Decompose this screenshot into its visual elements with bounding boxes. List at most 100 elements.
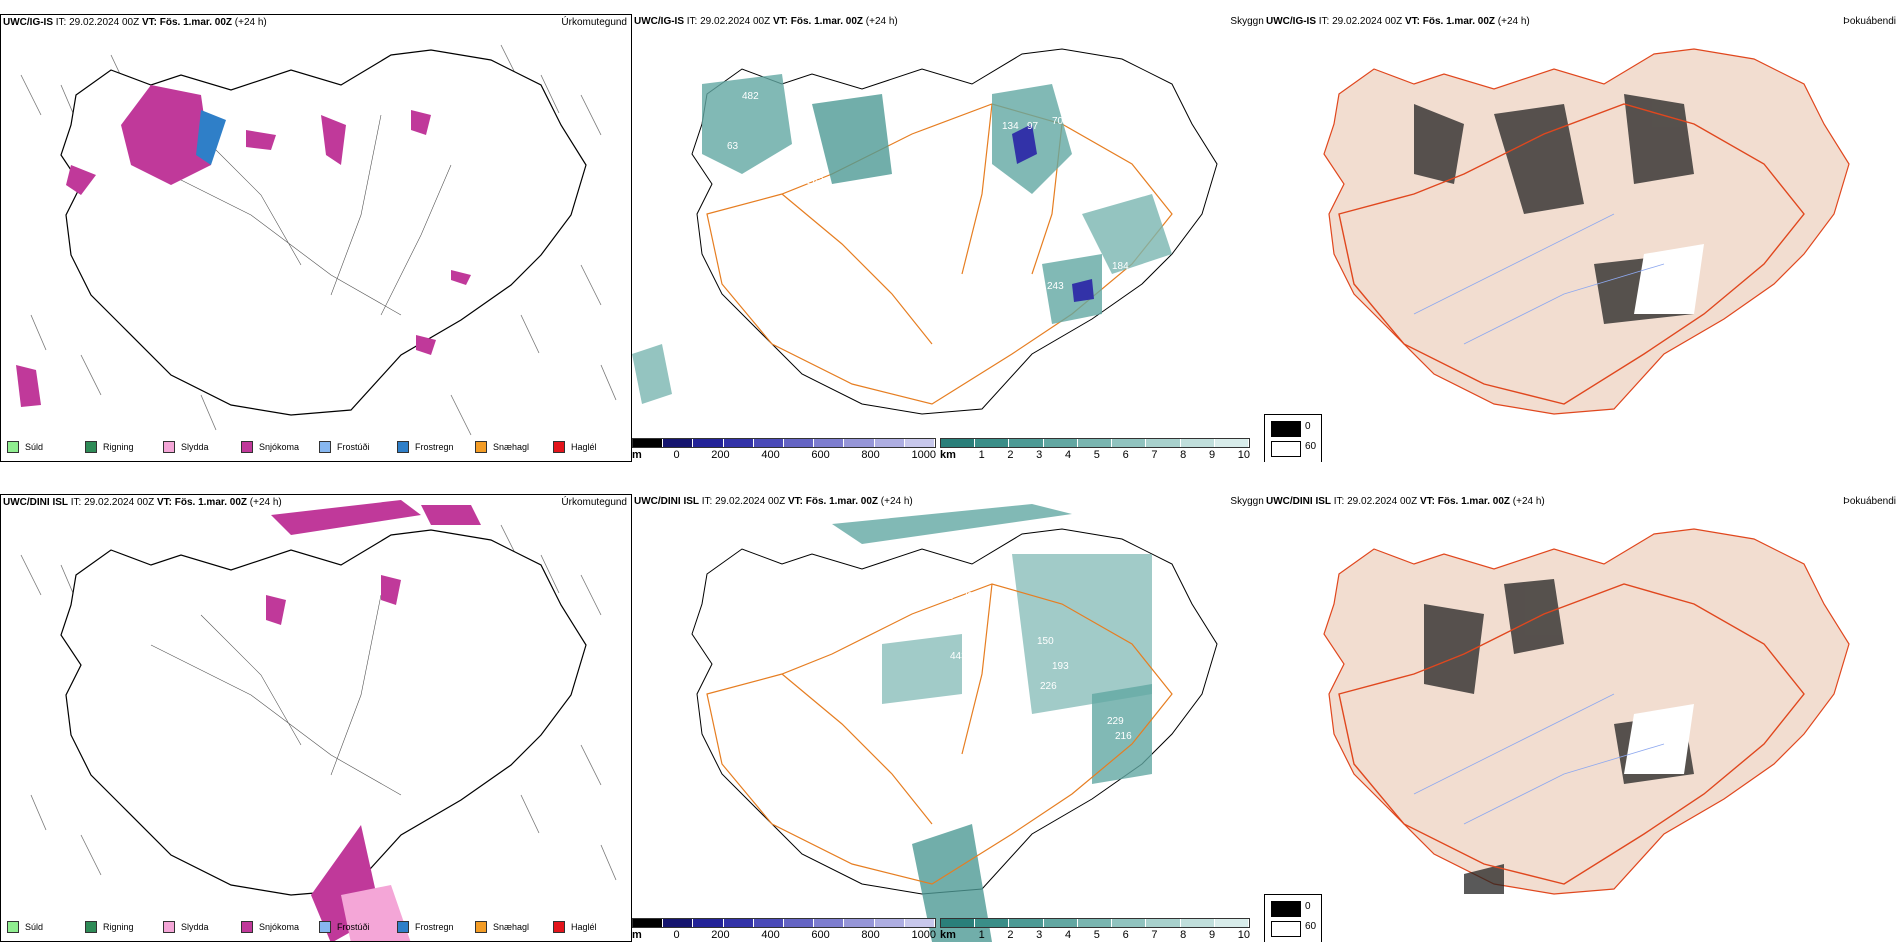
tick: 400 — [761, 929, 780, 941]
model-name: UWC/DINI ISL — [3, 497, 68, 508]
tick: 1000 — [911, 929, 936, 941]
legend-item: Haglél — [553, 439, 631, 455]
tick: 5 — [1093, 929, 1100, 941]
vis-label: 470 — [987, 636, 1004, 647]
model-name: UWC/DINI ISL — [1266, 496, 1331, 507]
legend-label: Snjókoma — [259, 922, 300, 932]
fog-light-label: 60 — [1305, 921, 1317, 932]
it-label: IT: — [55, 17, 67, 28]
swatch — [475, 921, 487, 933]
tick: 8 — [1180, 929, 1187, 941]
precip-legend-bottom: Súld Rigning Slydda Snjókoma Frostúði Fr… — [1, 919, 631, 935]
it-value: 29.02.2024 00Z — [1347, 496, 1418, 507]
tick: 3 — [1036, 449, 1043, 461]
precip-type-title: Úrkomutegund — [561, 17, 627, 28]
fog-dark-swatch — [1271, 421, 1301, 437]
header-top-right: UWC/IG-IS IT: 29.02.2024 00Z VT: Fös. 1.… — [1266, 16, 1530, 27]
iceland-map-precip-bottom — [20, 500, 617, 941]
swatch — [163, 921, 175, 933]
tick: 600 — [811, 449, 830, 461]
fog-dark-label: 0 — [1305, 421, 1311, 432]
lead-time: (+24 h) — [1497, 16, 1530, 27]
visibility-km-colorbar-top: km 1 2 3 4 5 6 7 8 9 10 — [940, 438, 1250, 461]
legend-label: Slydda — [181, 442, 209, 452]
tick: 10 — [1237, 929, 1250, 941]
it-label: IT: — [70, 497, 82, 508]
header-bottom-middle: UWC/DINI ISL IT: 29.02.2024 00Z VT: Fös.… — [634, 496, 913, 507]
tick: 0 — [673, 449, 680, 461]
legend-item: Súld — [7, 919, 85, 935]
fog-dark-label: 0 — [1305, 901, 1311, 912]
visibility-m-colorbar-top: m 0 200 400 600 800 1000 — [632, 438, 936, 461]
it-value: 29.02.2024 00Z — [69, 17, 140, 28]
tick: 800 — [861, 449, 880, 461]
swatch — [319, 441, 331, 453]
visibility-map-top: 482 63 344 263 134 97 70 129 243 184 UWC… — [632, 14, 1264, 462]
swatch — [85, 441, 97, 453]
tick: 1000 — [911, 449, 936, 461]
vis-label: 344 — [807, 156, 824, 167]
fog-light-label: 60 — [1305, 441, 1317, 452]
vt-label: VT: — [1404, 16, 1420, 27]
vt-value: Fös. 1.mar. 00Z — [805, 496, 879, 507]
tick: 0 — [673, 929, 680, 941]
legend-item: Rigning — [85, 439, 163, 455]
swatch — [7, 921, 19, 933]
swatch — [241, 921, 253, 933]
model-name: UWC/DINI ISL — [634, 496, 699, 507]
it-label: IT: — [1318, 16, 1330, 27]
it-label: IT: — [701, 496, 713, 507]
tick: 8 — [1180, 449, 1187, 461]
legend-item: Frostúði — [319, 439, 397, 455]
fog-light-swatch — [1271, 441, 1301, 457]
tick: 9 — [1208, 449, 1216, 461]
precip-type-map-bottom: UWC/DINI ISL IT: 29.02.2024 00Z VT: Fös.… — [0, 494, 632, 942]
fog-legend-bottom: 0 60 — [1264, 894, 1322, 942]
tick: 5 — [1093, 449, 1100, 461]
vis-label: 63 — [727, 141, 739, 152]
vis-label: 229 — [1107, 716, 1124, 727]
iceland-map-precip-top — [16, 44, 617, 436]
vis-label: 128 — [947, 611, 964, 622]
legend-item: Rigning — [85, 919, 163, 935]
fog-map-top: UWC/IG-IS IT: 29.02.2024 00Z VT: Fös. 1.… — [1264, 14, 1900, 462]
tick: 6 — [1122, 449, 1129, 461]
header-bottom-left: UWC/DINI ISL IT: 29.02.2024 00Z VT: Fös.… — [3, 497, 282, 508]
vt-label: VT: — [787, 496, 803, 507]
lead-time: (+24 h) — [880, 496, 913, 507]
tick: 6 — [1122, 929, 1129, 941]
vt-label: VT: — [156, 497, 172, 508]
fog-title: Þokuábendi — [1843, 496, 1896, 507]
swatch — [553, 921, 565, 933]
legend-label: Slydda — [181, 922, 209, 932]
legend-label: Súld — [25, 442, 44, 452]
lead-time: (+24 h) — [249, 497, 282, 508]
fog-light-swatch — [1271, 921, 1301, 937]
it-value: 29.02.2024 00Z — [84, 497, 155, 508]
precip-type-map-top: UWC/IG-IS IT: 29.02.2024 00Z VT: Fös. 1.… — [0, 14, 632, 462]
it-label: IT: — [1333, 496, 1345, 507]
model-name: UWC/IG-IS — [3, 17, 53, 28]
fog-legend-top: 0 60 — [1264, 414, 1322, 462]
header-top-left: UWC/IG-IS IT: 29.02.2024 00Z VT: Fös. 1.… — [3, 17, 267, 28]
km-unit: km — [940, 449, 956, 461]
legend-label: Haglél — [571, 442, 597, 452]
vt-value: Fös. 1.mar. 00Z — [159, 17, 233, 28]
swatch — [241, 441, 253, 453]
tick: 9 — [1208, 929, 1216, 941]
fog-map-bottom: UWC/DINI ISL IT: 29.02.2024 00Z VT: Fös.… — [1264, 494, 1900, 942]
legend-item: Súld — [7, 439, 85, 455]
visibility-map-bottom: 508 393 128 470 443 150 193 226 216 229 … — [632, 494, 1264, 942]
legend-item: Slydda — [163, 439, 241, 455]
km-unit: km — [940, 929, 956, 941]
legend-item: Frostregn — [397, 919, 475, 935]
swatch — [85, 921, 97, 933]
m-colorbar-cells — [632, 438, 936, 448]
m-colorbar-cells — [632, 918, 936, 928]
legend-label: Snæhagl — [493, 922, 530, 932]
legend-label: Frostregn — [415, 922, 454, 932]
tick: 7 — [1151, 929, 1158, 941]
vis-label: 393 — [962, 591, 979, 602]
vis-label: 184 — [1112, 261, 1129, 272]
m-unit: m — [632, 929, 642, 941]
